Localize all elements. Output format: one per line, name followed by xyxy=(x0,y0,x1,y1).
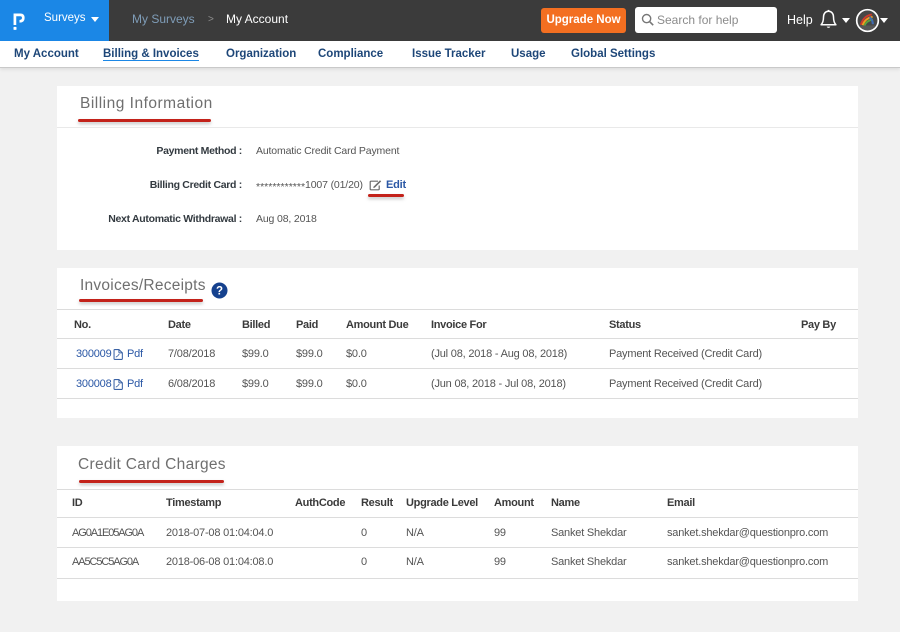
svg-text:?: ? xyxy=(216,286,223,298)
